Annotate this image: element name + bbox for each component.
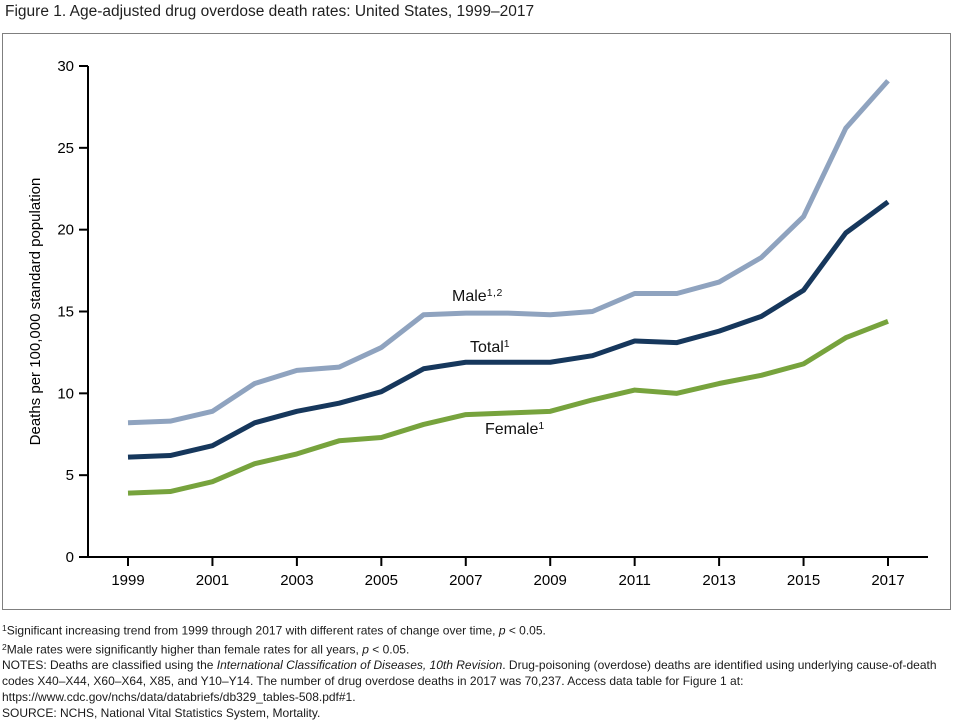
x-tick-label: 2005: [365, 572, 398, 589]
figure-title: Figure 1. Age-adjusted drug overdose dea…: [5, 3, 535, 20]
x-tick-label: 1999: [111, 572, 144, 589]
series-line-male: [127, 79, 890, 426]
series-label-female-text: Female: [485, 421, 539, 438]
series-label-male: Male1,2: [452, 287, 503, 306]
series-label-female: Female1: [485, 420, 545, 439]
x-tick-label: 2017: [871, 572, 904, 589]
series-label-male-sup: 1,2: [486, 287, 503, 299]
series-line-female: [127, 318, 889, 496]
series-label-total-text: Total: [470, 339, 504, 356]
series-label-total: Total1: [470, 338, 510, 357]
y-tick-label: 25: [57, 140, 74, 157]
y-tick-label: 0: [66, 549, 74, 566]
footnote-text: < 0.05.: [368, 642, 410, 656]
x-tick-label: 2011: [619, 572, 651, 589]
y-axis-title: Deaths per 100,000 standard population: [27, 178, 44, 446]
y-tick-label: 5: [66, 467, 74, 484]
footnote-line-1: 1Significant increasing trend from 1999 …: [2, 620, 956, 639]
y-tick-label: 20: [57, 222, 74, 239]
x-tick-label: 2013: [702, 572, 735, 589]
x-tick-label: 2015: [787, 572, 820, 589]
y-tick-label: 10: [57, 385, 74, 402]
footnote-text: . Drug-poisoning (overdose) deaths are i…: [2, 658, 937, 704]
x-tick-label: 2001: [196, 572, 229, 589]
footnote-text: < 0.05.: [505, 623, 546, 638]
footnote-superscript: 2: [2, 641, 7, 652]
x-tick-label: 2007: [449, 572, 482, 589]
footnotes: 1Significant increasing trend from 1999 …: [2, 620, 956, 721]
series-label-male-text: Male: [452, 288, 487, 305]
footnote-superscript: 1: [2, 623, 7, 633]
series-label-female-sup: 1: [538, 420, 545, 432]
footnote-line-2: 2Male rates were significantly higher th…: [2, 639, 956, 658]
series-label-total-sup: 1: [503, 338, 511, 350]
footnote-text: Male rates were significantly higher tha…: [6, 642, 363, 656]
x-tick-label: 2009: [534, 572, 567, 589]
chart-frame: [2, 33, 951, 610]
footnote-text: p: [362, 642, 369, 656]
footnote-text: SOURCE: NCHS, National Vital Statistics …: [2, 706, 321, 720]
series-line-total: [127, 199, 890, 460]
footnote-line-4: SOURCE: NCHS, National Vital Statistics …: [2, 705, 956, 721]
footnote-text: International Classification of Diseases…: [216, 658, 503, 672]
x-tick-label: 2003: [280, 572, 313, 589]
footnote-line-3: NOTES: Deaths are classified using the I…: [2, 657, 956, 705]
y-tick-label: 15: [57, 304, 74, 321]
footnote-text: Significant increasing trend from 1999 t…: [6, 623, 499, 638]
footnote-text: NOTES: Deaths are classified using the: [2, 658, 217, 672]
footnote-text: p: [498, 623, 506, 638]
y-tick-label: 30: [57, 58, 74, 75]
